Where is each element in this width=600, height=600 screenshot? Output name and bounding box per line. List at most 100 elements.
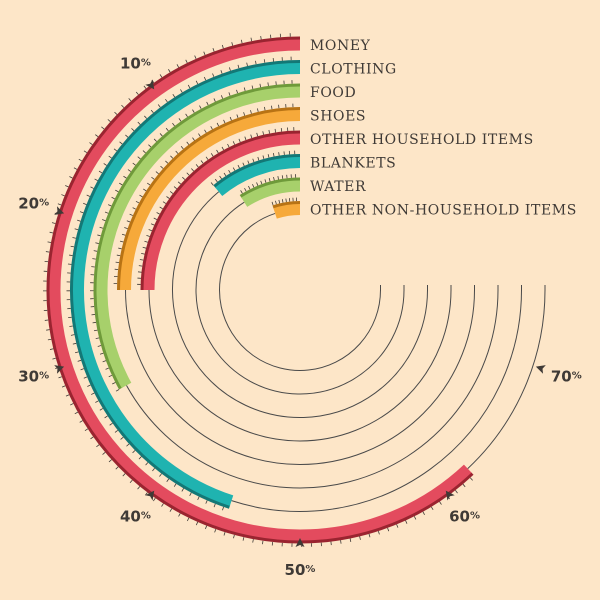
- guide-line-money: [467, 289, 546, 469]
- bar-tick: [135, 91, 139, 95]
- bar-shoes: [120, 110, 301, 291]
- series-labels: MONEY CLOTHING FOOD SHOES OTHER HOUSEHOLD IT…: [310, 38, 576, 219]
- bar-tick: [115, 466, 119, 470]
- bar-tick: [144, 115, 147, 119]
- bar-tick: [115, 261, 120, 264]
- bar-tick: [90, 186, 94, 189]
- axis-arrow-40: [145, 490, 155, 501]
- bar-tick: [74, 228, 79, 231]
- bar-tick: [173, 483, 177, 487]
- bar-tick: [47, 338, 52, 341]
- bar-ticks-clothing: [66, 56, 292, 511]
- bar-tick: [121, 104, 125, 108]
- bar-other-household-items: [143, 133, 301, 291]
- bar-tick: [227, 143, 230, 148]
- bar-tick: [148, 144, 152, 148]
- bar-tick: [161, 503, 164, 507]
- bar-tick: [185, 59, 188, 64]
- bar-tick: [430, 506, 434, 511]
- bar-tick: [272, 152, 275, 157]
- bar-tick: [229, 116, 232, 121]
- bar-tick: [99, 226, 104, 229]
- bar-tick: [204, 129, 207, 134]
- bar-tick: [232, 167, 236, 171]
- bar-tick: [132, 450, 136, 454]
- bar-shade-food: [93, 83, 301, 390]
- bar-tick: [131, 128, 135, 132]
- bar-money: [49, 39, 472, 541]
- bar-tick: [65, 394, 70, 397]
- bar-tick: [139, 259, 144, 261]
- bar-tick: [147, 182, 151, 186]
- bar-tick: [132, 207, 136, 210]
- bar-tick: [238, 138, 241, 143]
- bar-tick: [70, 245, 75, 248]
- axis-label-sign: %: [39, 197, 49, 208]
- bar-tick: [159, 74, 163, 78]
- bar-shade-water: [239, 177, 301, 199]
- bar-tick: [182, 176, 186, 180]
- axis-arrow-20: [54, 206, 65, 215]
- bar-tick: [271, 201, 274, 206]
- axis-arrow-50: [295, 538, 305, 547]
- axis-label-sign: %: [141, 511, 151, 522]
- bar-tick: [255, 60, 257, 65]
- bar-tick: [69, 325, 73, 327]
- bar-tick: [83, 150, 88, 154]
- bar-tick: [142, 246, 147, 249]
- bar-tick: [126, 220, 131, 223]
- bar-tick: [439, 501, 442, 505]
- bar-tick: [93, 329, 98, 332]
- bar-tick: [155, 171, 159, 175]
- bar-tick: [77, 359, 82, 362]
- bar-tick: [244, 187, 247, 192]
- bar-tick: [200, 160, 204, 164]
- bar-tick: [267, 82, 269, 86]
- bar-tick: [194, 55, 197, 59]
- bar-tick: [86, 194, 91, 197]
- bar-tick: [148, 229, 153, 232]
- bar-tick: [78, 158, 83, 162]
- bar-tick: [260, 180, 263, 185]
- bar-tick: [264, 106, 266, 111]
- bar-tick: [122, 473, 126, 477]
- bar-tick: [104, 415, 108, 419]
- bar-tick: [95, 242, 99, 244]
- bar-tick: [262, 131, 264, 135]
- bar-tick: [103, 163, 107, 166]
- bar-tick: [214, 528, 217, 533]
- bar-tick: [113, 148, 118, 152]
- bar-tick: [413, 516, 417, 520]
- bar-tick: [248, 185, 251, 190]
- bar-tick: [162, 201, 167, 204]
- bar-tick: [349, 538, 352, 543]
- bar-clothing: [73, 63, 301, 506]
- bar-tick: [257, 108, 259, 112]
- axis-arrow-icon: [54, 206, 65, 215]
- bar-tick: [156, 212, 160, 215]
- bar-tick: [180, 89, 183, 93]
- bar-tick: [236, 114, 239, 118]
- bar-tick: [206, 101, 209, 106]
- bar-tick: [186, 517, 190, 522]
- guide-line-other-non-household-items: [219, 212, 381, 371]
- bar-tick: [198, 133, 201, 137]
- bar-tick: [223, 532, 226, 536]
- guide-line-shoes: [125, 289, 475, 465]
- bar-tick: [252, 158, 255, 163]
- bar-tick: [205, 156, 209, 160]
- bars: [42, 33, 474, 547]
- bar-tick: [172, 93, 176, 98]
- bar-ticks-other-household-items: [137, 127, 295, 285]
- bar-tick: [114, 111, 118, 115]
- bar-tick: [96, 444, 100, 448]
- bar-shade-clothing: [70, 60, 301, 509]
- bar-tick: [273, 176, 275, 181]
- bar-tick: [72, 237, 76, 239]
- axis-arrow-60: [445, 490, 455, 501]
- bar-tick: [191, 168, 194, 172]
- axis-arrow-icon: [145, 79, 155, 90]
- bar-ticks-shoes: [113, 103, 294, 285]
- bar-tick: [221, 146, 225, 151]
